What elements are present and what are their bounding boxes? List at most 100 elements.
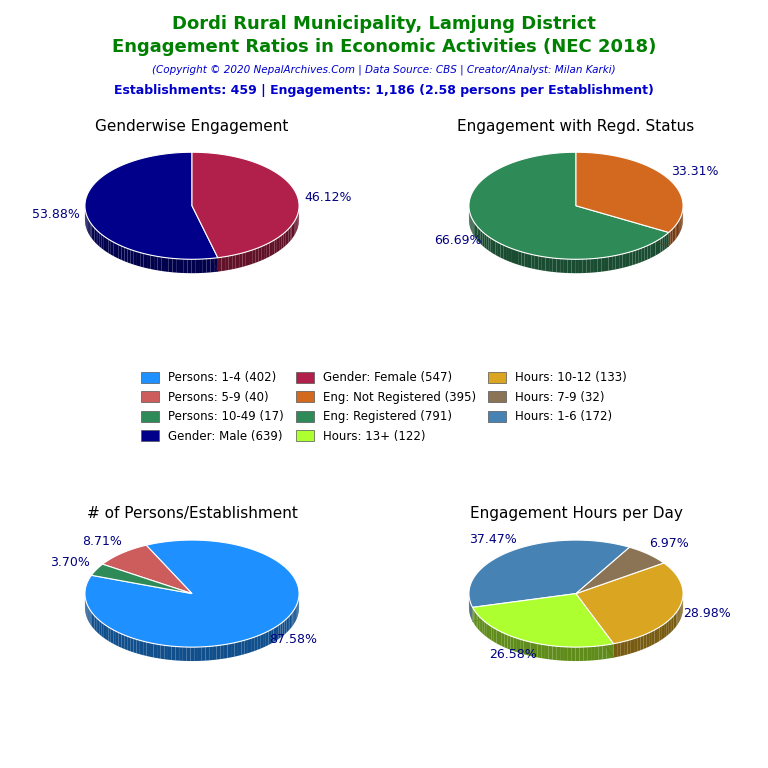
Polygon shape xyxy=(104,624,106,640)
Polygon shape xyxy=(116,631,118,647)
Polygon shape xyxy=(121,246,124,261)
Polygon shape xyxy=(147,254,151,269)
Polygon shape xyxy=(238,641,241,656)
Polygon shape xyxy=(548,645,552,660)
Polygon shape xyxy=(549,257,553,272)
Polygon shape xyxy=(505,634,508,649)
Polygon shape xyxy=(612,256,616,270)
Polygon shape xyxy=(94,616,96,631)
Polygon shape xyxy=(553,258,557,273)
Polygon shape xyxy=(503,245,506,260)
Polygon shape xyxy=(98,231,100,247)
Polygon shape xyxy=(100,621,102,637)
Polygon shape xyxy=(220,644,224,659)
Polygon shape xyxy=(476,613,478,629)
Polygon shape xyxy=(175,647,179,660)
Polygon shape xyxy=(679,218,680,234)
Polygon shape xyxy=(264,244,266,260)
Polygon shape xyxy=(624,641,627,655)
Polygon shape xyxy=(206,647,209,660)
Polygon shape xyxy=(266,243,270,258)
Polygon shape xyxy=(479,617,481,632)
Polygon shape xyxy=(575,260,579,273)
Polygon shape xyxy=(644,634,647,649)
Polygon shape xyxy=(131,250,134,264)
Polygon shape xyxy=(665,234,667,250)
Polygon shape xyxy=(276,625,278,641)
Polygon shape xyxy=(131,637,134,652)
Polygon shape xyxy=(538,256,542,270)
Polygon shape xyxy=(627,640,631,654)
Polygon shape xyxy=(260,634,263,649)
Polygon shape xyxy=(137,252,141,266)
Polygon shape xyxy=(591,647,595,660)
Polygon shape xyxy=(545,645,548,659)
Polygon shape xyxy=(255,248,258,263)
Polygon shape xyxy=(124,635,127,650)
Text: Dordi Rural Municipality, Lamjung District: Dordi Rural Municipality, Lamjung Distri… xyxy=(172,15,596,33)
Polygon shape xyxy=(474,609,475,625)
Polygon shape xyxy=(469,540,630,607)
Polygon shape xyxy=(165,257,169,272)
Polygon shape xyxy=(605,257,608,271)
Polygon shape xyxy=(291,612,293,627)
Title: Engagement Hours per Day: Engagement Hours per Day xyxy=(469,506,683,521)
Polygon shape xyxy=(248,638,251,653)
Polygon shape xyxy=(677,222,678,237)
Polygon shape xyxy=(515,250,518,265)
Polygon shape xyxy=(594,258,598,273)
Polygon shape xyxy=(512,249,515,263)
Polygon shape xyxy=(249,250,252,265)
Polygon shape xyxy=(598,258,601,272)
Polygon shape xyxy=(173,258,176,273)
Polygon shape xyxy=(210,258,214,273)
Polygon shape xyxy=(198,647,202,661)
Polygon shape xyxy=(140,641,143,655)
Polygon shape xyxy=(263,632,266,647)
Polygon shape xyxy=(183,647,187,661)
Polygon shape xyxy=(106,237,108,253)
Polygon shape xyxy=(595,646,599,660)
Polygon shape xyxy=(94,228,96,243)
Polygon shape xyxy=(231,643,234,657)
Polygon shape xyxy=(293,222,294,237)
Polygon shape xyxy=(564,647,568,661)
Polygon shape xyxy=(285,230,287,246)
Polygon shape xyxy=(214,258,218,272)
Polygon shape xyxy=(143,641,147,656)
Polygon shape xyxy=(127,249,131,263)
Polygon shape xyxy=(599,645,603,660)
Polygon shape xyxy=(239,253,243,268)
Polygon shape xyxy=(636,249,639,264)
Polygon shape xyxy=(610,644,614,658)
Polygon shape xyxy=(203,259,207,273)
Polygon shape xyxy=(89,609,91,624)
Polygon shape xyxy=(187,647,190,661)
Polygon shape xyxy=(556,646,560,660)
Polygon shape xyxy=(478,614,479,631)
Polygon shape xyxy=(670,229,673,245)
Text: 66.69%: 66.69% xyxy=(434,233,481,247)
Polygon shape xyxy=(261,245,264,260)
Text: 6.97%: 6.97% xyxy=(649,537,689,550)
Polygon shape xyxy=(476,225,478,240)
Title: # of Persons/Establishment: # of Persons/Establishment xyxy=(87,506,297,521)
Polygon shape xyxy=(542,257,545,271)
Polygon shape xyxy=(217,645,220,660)
Polygon shape xyxy=(229,256,232,270)
Polygon shape xyxy=(531,254,535,269)
Polygon shape xyxy=(534,643,538,657)
Polygon shape xyxy=(288,615,290,631)
Text: 8.71%: 8.71% xyxy=(82,535,122,548)
Polygon shape xyxy=(633,250,636,265)
Text: 26.58%: 26.58% xyxy=(489,648,537,661)
Polygon shape xyxy=(674,614,675,630)
Polygon shape xyxy=(576,548,664,594)
Polygon shape xyxy=(251,637,254,652)
Polygon shape xyxy=(471,604,472,620)
Polygon shape xyxy=(677,608,679,624)
Polygon shape xyxy=(514,637,517,652)
Polygon shape xyxy=(108,239,111,254)
Polygon shape xyxy=(487,623,489,639)
Polygon shape xyxy=(111,240,114,256)
